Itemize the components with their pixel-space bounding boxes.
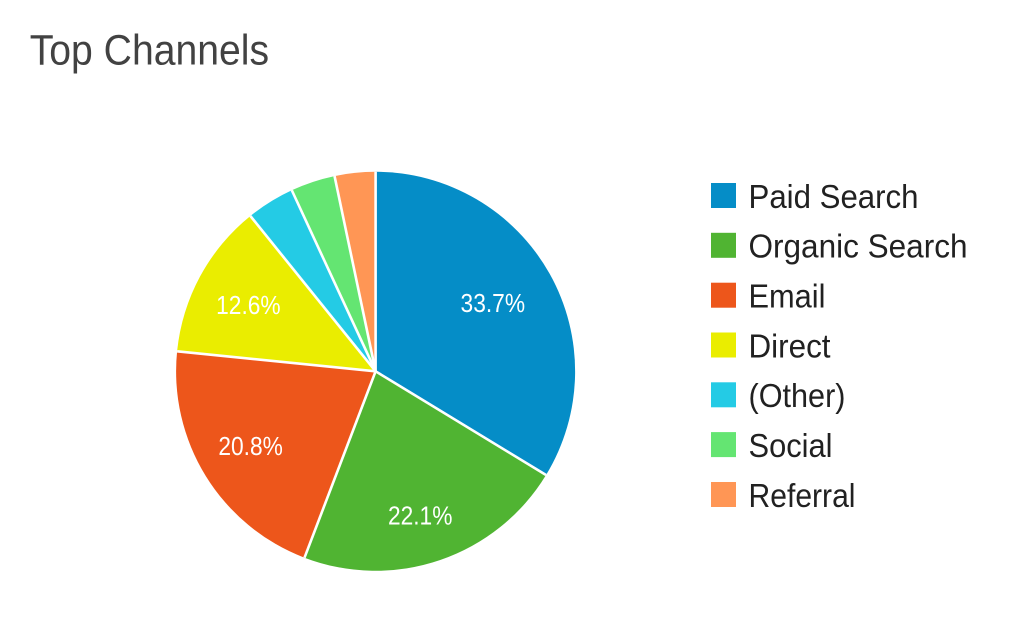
svg-text:33.7%: 33.7%	[461, 290, 526, 318]
svg-text:Organic Search: Organic Search	[749, 229, 968, 266]
svg-text:Email: Email	[749, 279, 826, 316]
svg-text:Social: Social	[749, 428, 833, 465]
svg-text:20.8%: 20.8%	[218, 433, 283, 461]
svg-text:(Other): (Other)	[749, 378, 846, 415]
svg-text:Paid Search: Paid Search	[749, 179, 919, 216]
svg-text:12.6%: 12.6%	[216, 292, 281, 320]
svg-text:Top Channels: Top Channels	[30, 26, 269, 74]
svg-text:Referral: Referral	[749, 478, 856, 515]
svg-text:22.1%: 22.1%	[388, 503, 453, 531]
svg-text:Direct: Direct	[749, 328, 832, 365]
